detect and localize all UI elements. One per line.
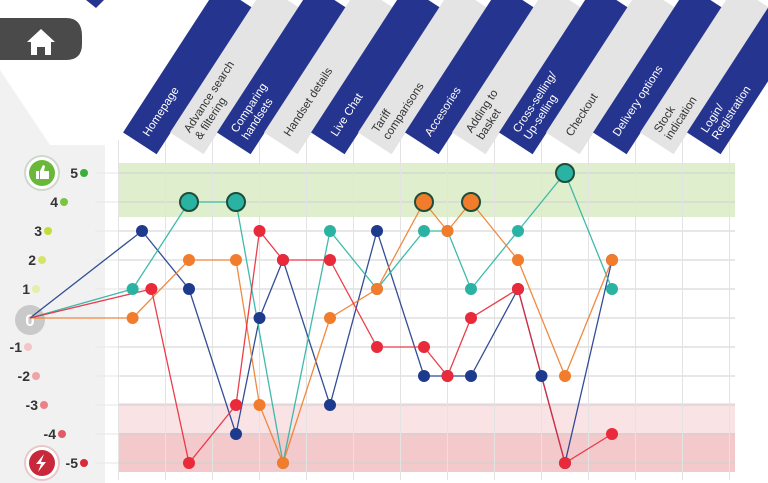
highlight-point	[226, 192, 246, 212]
data-point	[183, 254, 195, 266]
data-point	[230, 428, 242, 440]
y-tick-dot	[58, 430, 66, 438]
y-tick-dot	[60, 198, 68, 206]
y-tick-dot	[80, 169, 88, 177]
y-tick-label: -1	[10, 339, 23, 355]
data-point	[183, 283, 195, 295]
category-header-bg	[640, 0, 768, 155]
data-point	[371, 225, 383, 237]
data-point	[253, 312, 266, 324]
category-header: Login/Registration	[687, 0, 768, 155]
data-point	[324, 225, 336, 237]
y-tick-dot	[40, 401, 48, 409]
category-header-bg	[123, 0, 252, 155]
category-header-bg	[546, 0, 675, 155]
category-header-bg	[217, 0, 346, 155]
y-tick-label: -2	[18, 368, 31, 384]
data-point	[230, 399, 242, 411]
y-tick-dot	[24, 343, 32, 351]
y-tick-dot	[80, 459, 88, 467]
negative-zone	[118, 433, 735, 472]
data-point	[324, 399, 336, 411]
data-point	[418, 370, 430, 382]
lightning-glyph	[36, 454, 46, 472]
category-header-bg	[593, 0, 722, 155]
y-tick-label: 2	[28, 252, 36, 268]
data-point	[324, 312, 336, 324]
highlight-point	[461, 192, 481, 212]
data-point	[606, 254, 618, 266]
data-point	[371, 283, 383, 295]
thumbs-up-glyph	[36, 165, 49, 179]
data-point	[230, 254, 242, 266]
data-point	[465, 370, 477, 382]
data-point	[253, 399, 266, 411]
y-tick-label: 3	[34, 223, 42, 239]
data-point	[277, 254, 289, 266]
zero-origin-label: 0	[25, 311, 34, 330]
corner-accent	[86, 0, 104, 8]
category-header-bg	[358, 0, 487, 155]
data-point	[559, 457, 571, 469]
data-point	[441, 370, 454, 382]
category-header: Adding tobasket	[452, 0, 581, 155]
data-point	[606, 283, 618, 295]
home-icon	[27, 29, 55, 55]
category-header-bg	[687, 0, 768, 155]
data-point	[465, 312, 477, 324]
highlight-point	[555, 163, 575, 183]
data-point	[371, 341, 383, 353]
data-point	[418, 341, 430, 353]
y-tick-label: 5	[70, 165, 78, 181]
data-point	[441, 225, 454, 237]
series-line	[29, 229, 613, 465]
data-point	[512, 254, 524, 266]
data-point	[277, 457, 289, 469]
left-panel-bg	[0, 70, 105, 483]
data-point	[145, 283, 158, 295]
category-header-bg	[311, 0, 440, 155]
y-tick-dot	[38, 256, 46, 264]
category-header-bg	[264, 0, 393, 155]
category-header: Live Chat	[311, 0, 440, 155]
data-point	[324, 254, 336, 266]
data-point	[183, 457, 195, 469]
y-tick-dot	[44, 227, 52, 235]
y-tick-label: -5	[66, 455, 79, 471]
y-tick-dot	[32, 285, 40, 293]
y-tick-label: 1	[22, 281, 30, 297]
data-point	[465, 283, 477, 295]
category-header: Cross-selling/Up-selling	[499, 0, 628, 155]
data-point	[136, 225, 148, 237]
category-header-bg	[452, 0, 581, 155]
data-point	[126, 312, 139, 324]
y-tick-label: -4	[44, 426, 57, 442]
data-point	[512, 225, 524, 237]
data-point	[418, 225, 430, 237]
data-point	[126, 283, 139, 295]
data-point	[535, 370, 548, 382]
y-tick-label: 4	[50, 194, 58, 210]
data-point	[512, 283, 524, 295]
data-point	[559, 370, 571, 382]
y-tick-dot	[32, 372, 40, 380]
category-header-bg	[405, 0, 534, 155]
highlight-point	[414, 192, 434, 212]
category-header-bg	[170, 0, 299, 155]
category-header-bg	[499, 0, 628, 155]
data-point	[253, 225, 266, 237]
highlight-point	[179, 192, 199, 212]
data-point	[606, 428, 618, 440]
y-tick-label: -3	[26, 397, 39, 413]
